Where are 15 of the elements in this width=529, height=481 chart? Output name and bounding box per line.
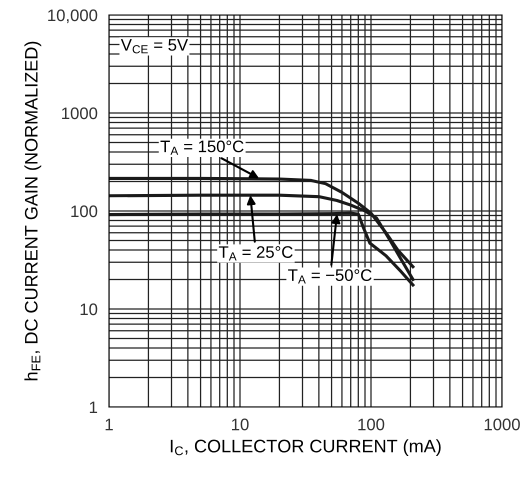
- x-tick-label: 1: [106, 418, 113, 430]
- x-tick-label: 100: [358, 418, 384, 430]
- x-tick-label: 1000: [484, 418, 520, 430]
- y-tick-label: 1: [90, 402, 98, 414]
- annotation: T$_{A}$ = −50°C: [288, 269, 372, 284]
- x-axis-title: I$_{C}$, COLLECTOR CURRENT (mA): [170, 439, 441, 456]
- x-tick-label: 10: [232, 418, 249, 430]
- y-tick-label: 1000: [62, 107, 98, 120]
- y-tick-label: 10: [80, 303, 98, 316]
- y-axis-title: h$_{FE}$, DC CURRENT GAIN (NORMALIZED): [24, 42, 42, 380]
- annotation: T$_{A}$ = 25°C: [218, 246, 293, 260]
- annotation: T$_{A}$ = 150°C: [160, 140, 244, 155]
- annotation: V$_{CE}$ = 5V: [120, 39, 188, 54]
- y-tick-label: 100: [71, 205, 98, 218]
- y-tick-label: 10,000: [48, 9, 98, 24]
